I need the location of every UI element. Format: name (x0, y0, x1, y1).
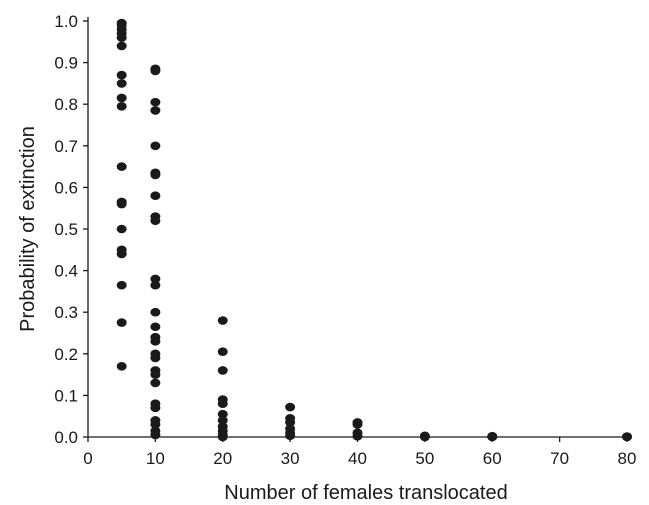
data-point (150, 191, 161, 201)
data-point (285, 418, 296, 427)
data-point (116, 162, 127, 171)
x-tick-label: 30 (281, 449, 300, 468)
y-tick-label: 0.1 (54, 386, 78, 405)
data-point (116, 318, 127, 327)
y-axis-ticks: 0.0 0.1 0.2 0.3 0.4 0.5 0.6 0.7 0.8 0.9 1.0 (54, 12, 88, 447)
data-point (116, 280, 127, 290)
data-point (150, 430, 161, 440)
y-tick-label: 0.3 (54, 303, 78, 322)
data-point (116, 93, 127, 103)
data-point (285, 402, 296, 412)
data-point (116, 224, 127, 234)
y-tick-label: 1.0 (54, 12, 78, 31)
data-point (217, 409, 228, 419)
x-tick-label: 20 (213, 449, 232, 468)
data-point (150, 420, 161, 429)
data-point (217, 416, 228, 425)
data-point (217, 347, 228, 357)
data-point (217, 316, 228, 325)
data-point (150, 97, 161, 107)
data-point (217, 432, 228, 442)
data-points (116, 18, 632, 442)
y-tick-label: 0.4 (54, 262, 78, 281)
y-tick-label: 0.6 (54, 178, 78, 197)
data-point (217, 399, 228, 409)
data-point (285, 431, 296, 441)
data-point (150, 353, 161, 363)
y-tick-label: 0.9 (54, 54, 78, 73)
data-point (150, 141, 161, 151)
data-point (150, 378, 161, 388)
data-point (116, 70, 127, 80)
data-point (150, 216, 161, 225)
data-point (150, 307, 161, 317)
data-point (116, 33, 127, 42)
data-point (217, 366, 228, 375)
data-point (150, 403, 161, 413)
x-tick-label: 10 (146, 449, 165, 468)
x-axis-ticks: 0 10 20 30 40 50 60 70 80 (83, 437, 636, 468)
x-tick-label: 80 (618, 449, 637, 468)
x-tick-label: 70 (550, 449, 569, 468)
y-tick-label: 0.7 (54, 137, 78, 156)
data-point (150, 274, 161, 284)
data-point (150, 322, 161, 332)
data-point (622, 432, 632, 442)
y-tick-label: 0.0 (54, 428, 78, 447)
data-point (116, 41, 127, 51)
data-point (116, 101, 127, 111)
data-point (150, 337, 161, 346)
data-point (116, 199, 127, 209)
data-point (352, 420, 363, 429)
x-tick-label: 0 (83, 449, 92, 468)
y-tick-label: 0.5 (54, 220, 78, 239)
data-point (150, 66, 161, 76)
data-point (150, 280, 161, 290)
data-point (116, 249, 127, 259)
x-tick-label: 40 (348, 449, 367, 468)
data-point (150, 370, 161, 379)
x-axis-title: Number of females translocated (224, 482, 507, 504)
y-tick-label: 0.2 (54, 345, 78, 364)
x-tick-label: 60 (483, 449, 502, 468)
data-point (116, 361, 127, 371)
y-axis-title: Probability of extinction (17, 126, 39, 332)
data-point (150, 106, 161, 115)
data-point (487, 432, 498, 442)
data-point (116, 79, 127, 88)
y-tick-label: 0.8 (54, 95, 78, 114)
x-tick-label: 50 (415, 449, 434, 468)
data-point (419, 432, 430, 442)
data-point (352, 431, 363, 441)
data-point (150, 170, 161, 180)
